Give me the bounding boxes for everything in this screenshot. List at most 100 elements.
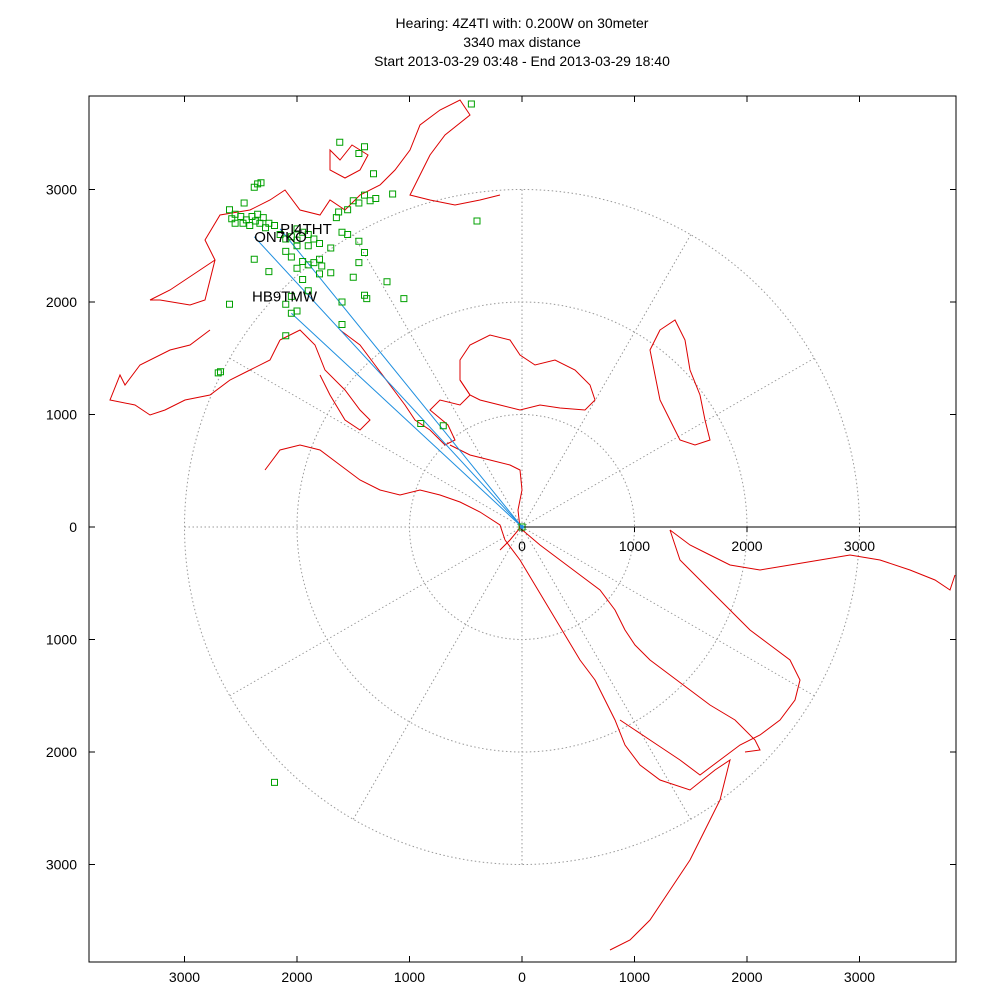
callsign-label-pi4tht: PI4THT [280, 221, 332, 238]
chart-title-line-1: Hearing: 4Z4TI with: 0.200W on 30meter [395, 15, 649, 31]
spot-marker [293, 307, 301, 315]
spot-marker [282, 300, 290, 308]
spot-marker [304, 242, 312, 250]
spot-marker [226, 206, 233, 214]
spot-marker [310, 235, 318, 243]
callsign-label-hb9tmw: HB9TMW [252, 288, 318, 305]
propagation-paths [253, 228, 523, 528]
spot-marker [316, 270, 323, 278]
radial-grid-line [521, 234, 692, 528]
spot-marker [327, 269, 335, 277]
y-tick-label: 1000 [46, 632, 77, 648]
spot-marker [226, 300, 233, 308]
spot-marker [282, 332, 290, 340]
coastline-europe-north [149, 99, 501, 301]
spot-marker [276, 231, 284, 238]
spot-marker [293, 264, 301, 272]
spot-marker [240, 199, 248, 207]
spot-marker [338, 228, 346, 236]
spot-marker [363, 295, 371, 303]
spot-marker [265, 268, 273, 276]
spot-marker [336, 138, 344, 146]
spot-marker [237, 213, 245, 220]
coastline-italy-balkans [279, 329, 471, 446]
x-tick-label: 3000 [844, 969, 875, 985]
spot-marker [287, 309, 295, 317]
spot-marker [417, 420, 425, 427]
spot-marker [214, 369, 222, 377]
inner-x-tick-label: 2000 [731, 538, 762, 554]
path-line-pi4tht [279, 228, 523, 528]
spot-marker [361, 191, 368, 199]
spot-marker [355, 259, 363, 267]
spot-marker [370, 170, 377, 178]
callsign-label-on7ko: ON7KO [254, 229, 307, 246]
y-tick-label: 2000 [46, 744, 77, 760]
y-tick-label: 0 [69, 519, 77, 535]
radial-grid-line [521, 357, 815, 528]
coastline-caspian [649, 319, 711, 446]
spot-marker [400, 295, 408, 303]
radial-grid-line [229, 357, 523, 528]
spot-marker [256, 219, 264, 227]
spot-markers [214, 100, 526, 786]
spot-marker [439, 422, 447, 430]
inner-x-tick-label: 3000 [844, 538, 875, 554]
spot-marker [246, 222, 254, 229]
spot-marker [217, 368, 224, 376]
spot-marker [361, 143, 368, 151]
chart-title-line-3: Start 2013-03-29 03:48 - End 2013-03-29 … [374, 53, 670, 69]
spot-marker [355, 199, 363, 207]
inner-x-tick-label: 1000 [619, 538, 650, 554]
radial-grid-line [229, 526, 523, 697]
y-tick-label: 3000 [46, 857, 77, 873]
y-tick-label: 2000 [46, 294, 77, 310]
spot-marker [335, 208, 343, 216]
coastline-red-sea-africa [504, 539, 731, 951]
spot-marker [366, 197, 374, 205]
spot-marker [310, 259, 318, 267]
spot-marker [349, 197, 357, 205]
radial-grid-line [352, 234, 523, 528]
spot-marker [316, 240, 323, 247]
spot-marker [318, 262, 326, 270]
spot-marker [355, 237, 363, 245]
spot-marker [467, 100, 475, 108]
spot-marker [287, 253, 295, 261]
spot-marker [327, 244, 335, 252]
spot-marker [228, 215, 236, 223]
spot-marker [287, 292, 295, 300]
spot-marker [299, 276, 307, 283]
radial-grid-line [352, 526, 523, 820]
path-line-on7ko [253, 236, 523, 528]
axes: 0 1000 2000 3000 3000 2000 1000 0 1000 2000 3000 30… [46, 96, 956, 985]
spot-marker [254, 210, 262, 218]
spot-marker [383, 278, 391, 286]
spot-marker [389, 190, 397, 198]
spot-marker [473, 217, 481, 225]
coastline-turkey-levant [449, 444, 523, 551]
radial-grid-line [521, 526, 815, 697]
y-tick-label: 1000 [46, 407, 77, 423]
spot-marker [338, 298, 346, 306]
spot-marker [250, 255, 258, 263]
center-station-marker [520, 525, 524, 529]
spot-marker [293, 242, 301, 250]
path-line-hb9tmw [291, 312, 523, 528]
coastline-arabia [519, 527, 801, 776]
spot-marker [355, 150, 363, 157]
coastline-persian-gulf [669, 529, 956, 591]
chart-title-line-2: 3340 max distance [463, 34, 581, 50]
spot-marker [304, 231, 312, 238]
spot-marker [282, 247, 290, 255]
spot-marker [304, 287, 312, 295]
x-tick-label: 3000 [169, 969, 200, 985]
spot-marker [271, 778, 278, 786]
spot-marker [332, 214, 340, 222]
spot-marker [259, 214, 267, 222]
x-tick-label: 2000 [281, 969, 312, 985]
chart-title-block: Hearing: 4Z4TI with: 0.200W on 30meter 3… [0, 14, 1000, 71]
coastline-black-sea [459, 334, 596, 411]
